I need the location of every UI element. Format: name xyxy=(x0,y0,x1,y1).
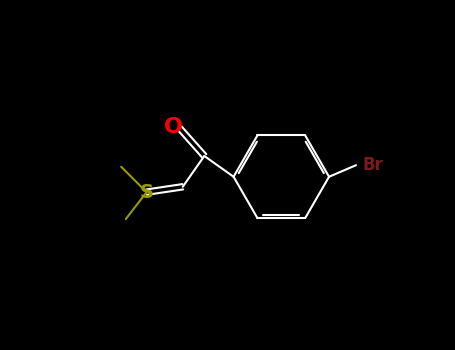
Text: O: O xyxy=(164,117,183,137)
Text: Br: Br xyxy=(362,156,383,174)
Text: S: S xyxy=(140,183,154,202)
